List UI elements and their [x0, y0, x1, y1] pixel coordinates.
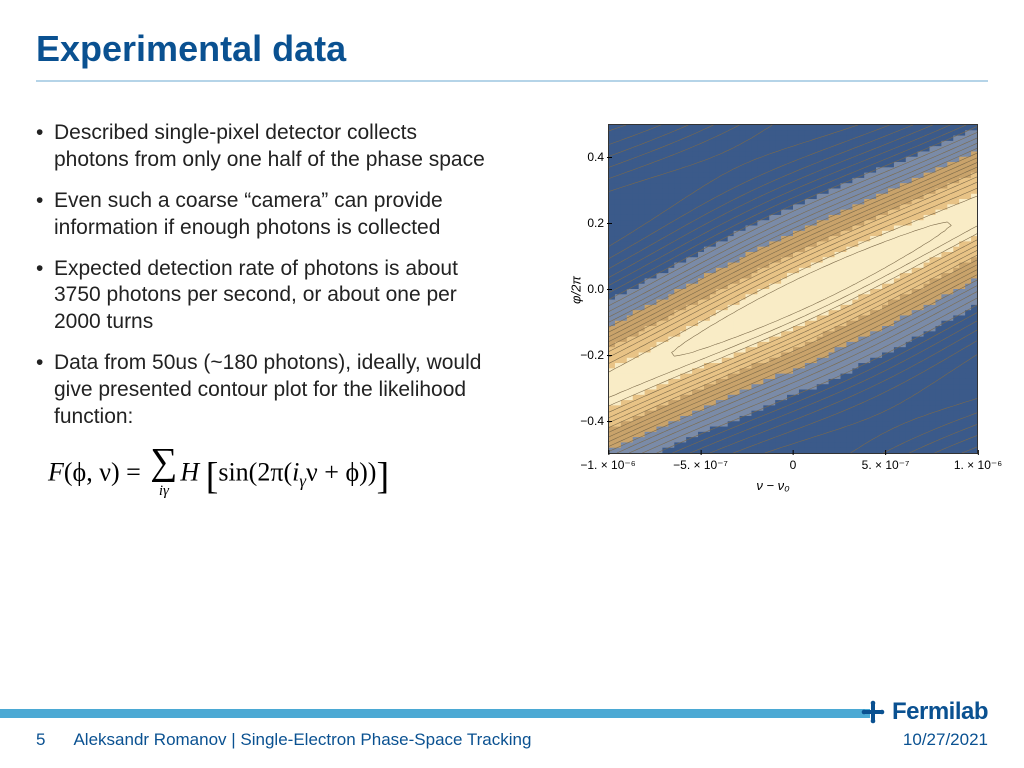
bullet-item: Data from 50us (~180 photons), ideally, … — [36, 350, 496, 431]
y-tick: −0.2 — [580, 348, 604, 362]
slide-title: Experimental data — [0, 0, 1024, 80]
contour-chart: 0.4 0.2 0.0 −0.2 −0.4 −1. × 10⁻⁶ −5. × 10⁻⁷ 0 5… — [558, 120, 988, 500]
x-axis-label: ν − ν₀ — [756, 478, 789, 493]
page-number: 5 — [36, 730, 45, 750]
plot-area — [608, 124, 978, 454]
bullet-item: Expected detection rate of photons is ab… — [36, 256, 496, 337]
fermilab-logo: Fermilab — [860, 698, 988, 726]
y-tick: 0.4 — [587, 150, 604, 164]
x-tick: 0 — [790, 458, 797, 472]
y-axis-label: φ/2π — [569, 276, 584, 304]
author-line: Aleksandr Romanov | Single-Electron Phas… — [73, 730, 531, 750]
date: 10/27/2021 — [903, 730, 988, 750]
equation: F(ϕ, ν) = ∑iγH [sin(2π(iγν + ϕ))] — [36, 449, 496, 500]
x-tick: −5. × 10⁻⁷ — [673, 458, 728, 472]
x-tick: 1. × 10⁻⁶ — [954, 458, 1002, 472]
bullet-column: Described single-pixel detector collects… — [36, 120, 496, 500]
bullet-item: Even such a coarse “camera” can provide … — [36, 188, 496, 242]
logo-text: Fermilab — [892, 698, 988, 726]
y-tick: 0.0 — [587, 282, 604, 296]
footer: Fermilab 5 Aleksandr Romanov | Single-El… — [0, 709, 1024, 768]
bullet-item: Described single-pixel detector collects… — [36, 120, 496, 174]
x-tick: −1. × 10⁻⁶ — [580, 458, 635, 472]
x-tick: 5. × 10⁻⁷ — [862, 458, 910, 472]
y-tick: −0.4 — [580, 414, 604, 428]
y-tick: 0.2 — [587, 216, 604, 230]
